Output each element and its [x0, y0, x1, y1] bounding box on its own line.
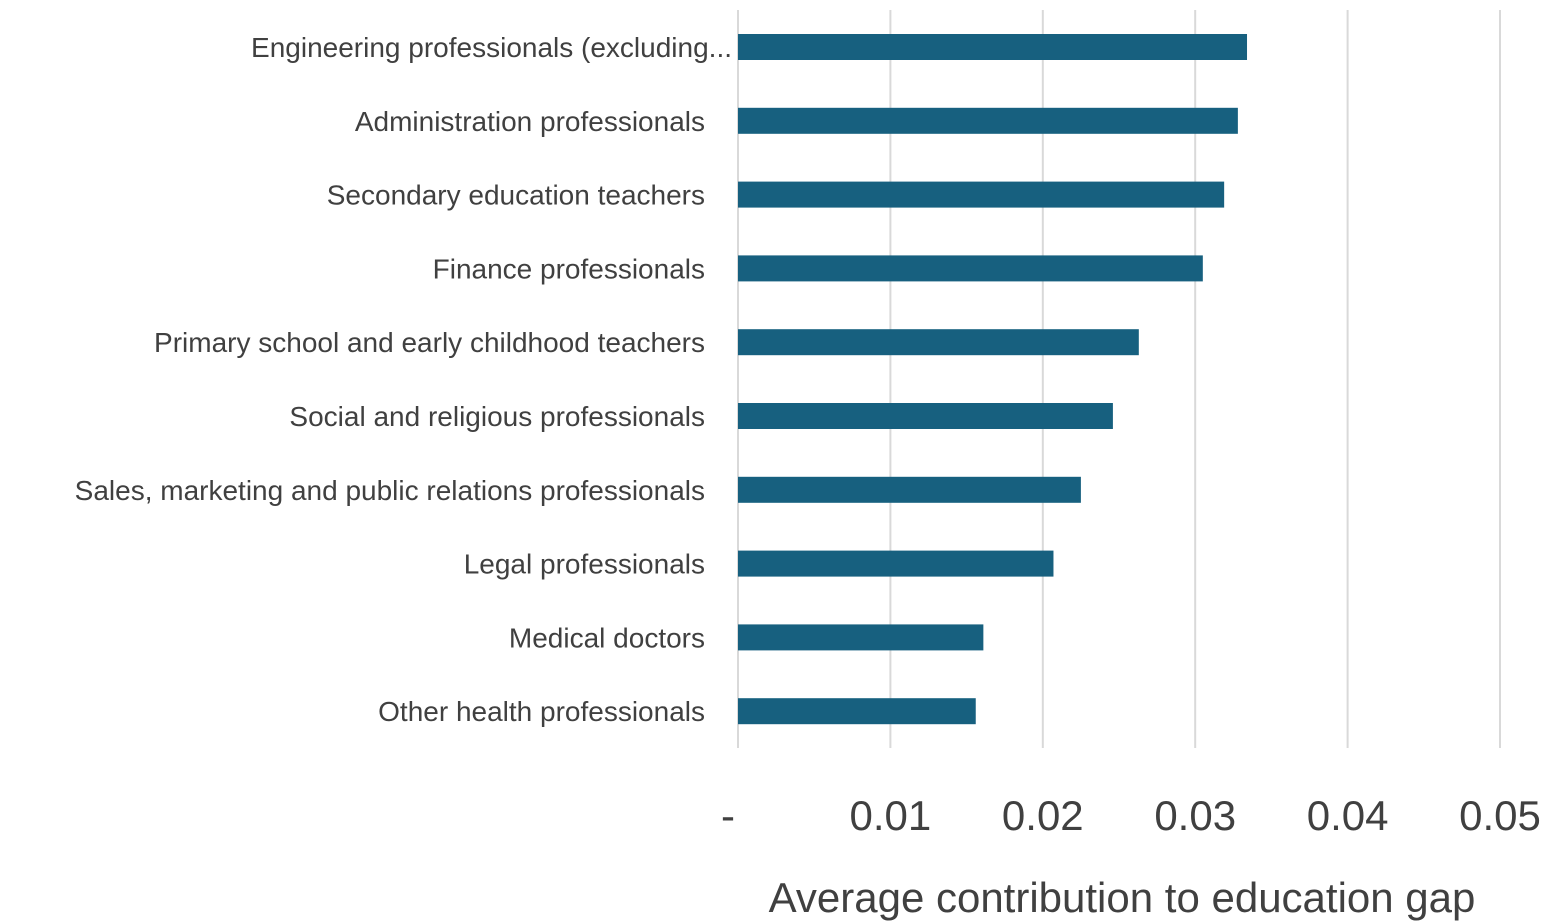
x-tick-label: 0.02: [1002, 792, 1084, 839]
bar: [738, 34, 1248, 60]
category-label: Social and religious professionals: [289, 401, 705, 432]
bar: [738, 255, 1203, 282]
bar: [738, 403, 1113, 429]
category-label: Administration professionals: [355, 106, 705, 137]
x-tick-label: -: [721, 792, 735, 839]
bars: [738, 34, 1248, 725]
category-labels: Engineering professionals (excluding... A…: [75, 32, 732, 727]
category-label: Primary school and early childhood teach…: [154, 327, 705, 358]
category-label: Finance professionals: [433, 253, 705, 284]
bar: [738, 476, 1081, 503]
bar: [738, 550, 1054, 577]
x-tick-labels: - 0.01 0.02 0.03 0.04 0.05: [721, 792, 1541, 839]
x-tick-label: 0.05: [1459, 792, 1541, 839]
bar: [738, 624, 984, 651]
category-label: Secondary education teachers: [327, 180, 705, 211]
category-label: Medical doctors: [509, 622, 705, 653]
bar: [738, 107, 1238, 134]
x-tick-label: 0.01: [850, 792, 932, 839]
bar: [738, 329, 1139, 356]
category-label: Engineering professionals (excluding...: [251, 32, 732, 63]
category-label: Sales, marketing and public relations pr…: [75, 475, 705, 506]
bar: [738, 181, 1225, 208]
x-tick-label: 0.03: [1154, 792, 1236, 839]
bar: [738, 698, 976, 725]
category-label: Legal professionals: [464, 549, 705, 580]
x-axis-title: Average contribution to education gap: [769, 874, 1476, 921]
x-tick-label: 0.04: [1307, 792, 1389, 839]
category-label: Other health professionals: [378, 696, 705, 727]
